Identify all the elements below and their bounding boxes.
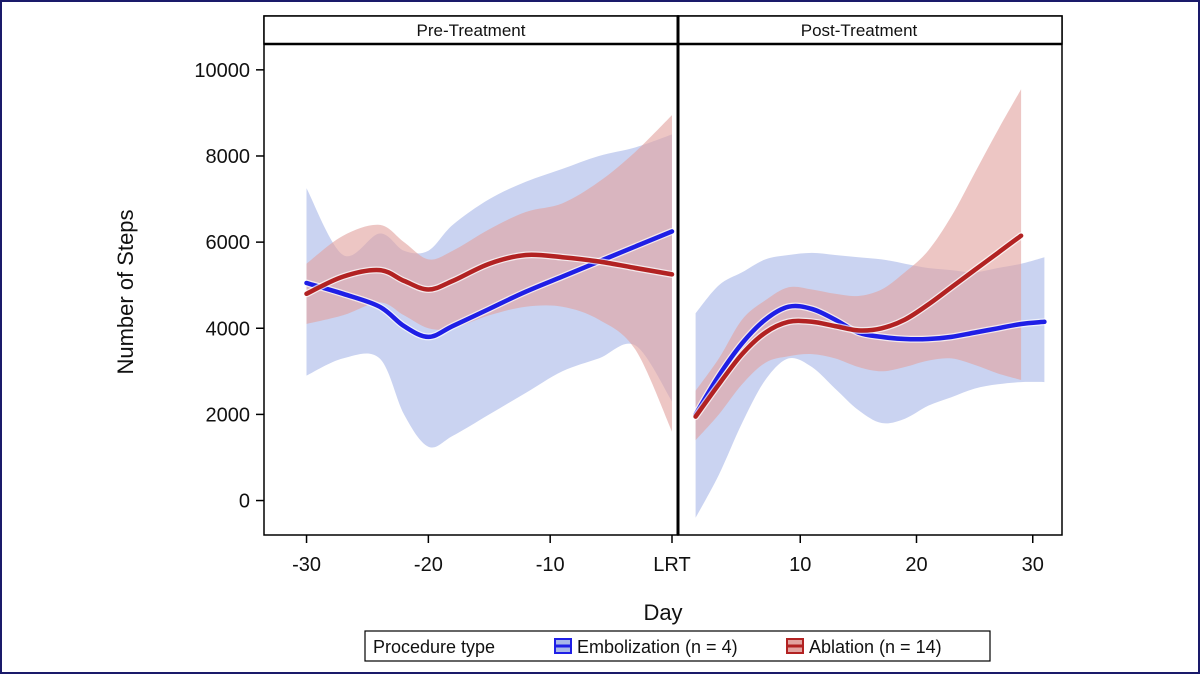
x-tick-label-30: 30 <box>1022 554 1044 576</box>
panel-post-treatment-title: Post-Treatment <box>801 21 918 40</box>
y-tick-label-6000: 6000 <box>206 232 251 254</box>
x-tick-label--30: -30 <box>292 554 321 576</box>
x-tick-label--10: -10 <box>536 554 565 576</box>
ci-band-ablation-panel-0 <box>306 115 672 432</box>
panel-pre-treatment-strip <box>263 15 679 45</box>
panel-1-series <box>692 89 1048 518</box>
y-tick-label-2000: 2000 <box>206 404 251 426</box>
y-axis: 0 2000 4000 6000 8000 10000 <box>194 60 264 513</box>
line-embolization-panel-1 <box>693 303 1047 417</box>
y-tick-label-4000: 4000 <box>206 318 251 340</box>
panel-pre-treatment-title: Pre-Treatment <box>417 21 526 40</box>
legend-title: Procedure type <box>373 637 495 657</box>
line-ablation-panel-1 <box>693 233 1024 419</box>
line-ablation-panel-0 <box>304 252 675 297</box>
chart-marks <box>303 89 1048 518</box>
x-axis: -30 -20 -10 LRT 10 20 30 <box>292 535 1044 576</box>
legend: Procedure type Embolization (n = 4) Abla… <box>364 630 991 662</box>
x-axis-title: Day <box>643 600 682 625</box>
y-tick-label-10000: 10000 <box>194 60 250 82</box>
legend-label-embolization: Embolization (n = 4) <box>577 637 738 657</box>
legend-label-ablation: Ablation (n = 14) <box>809 637 942 657</box>
ci-band-ablation-panel-1 <box>695 89 1022 441</box>
panels: Pre-Treatment Post-Treatment <box>263 15 1063 536</box>
x-tick-label-20: 20 <box>905 554 927 576</box>
panel-0-series <box>303 115 676 448</box>
y-tick-label-8000: 8000 <box>206 146 251 168</box>
x-tick-label-10: 10 <box>789 554 811 576</box>
legend-box <box>364 630 991 662</box>
x-tick-label--20: -20 <box>414 554 443 576</box>
y-tick-label-0: 0 <box>239 491 250 513</box>
x-tick-label-LRT: LRT <box>653 554 690 576</box>
y-axis-title: Number of Steps <box>113 209 138 374</box>
